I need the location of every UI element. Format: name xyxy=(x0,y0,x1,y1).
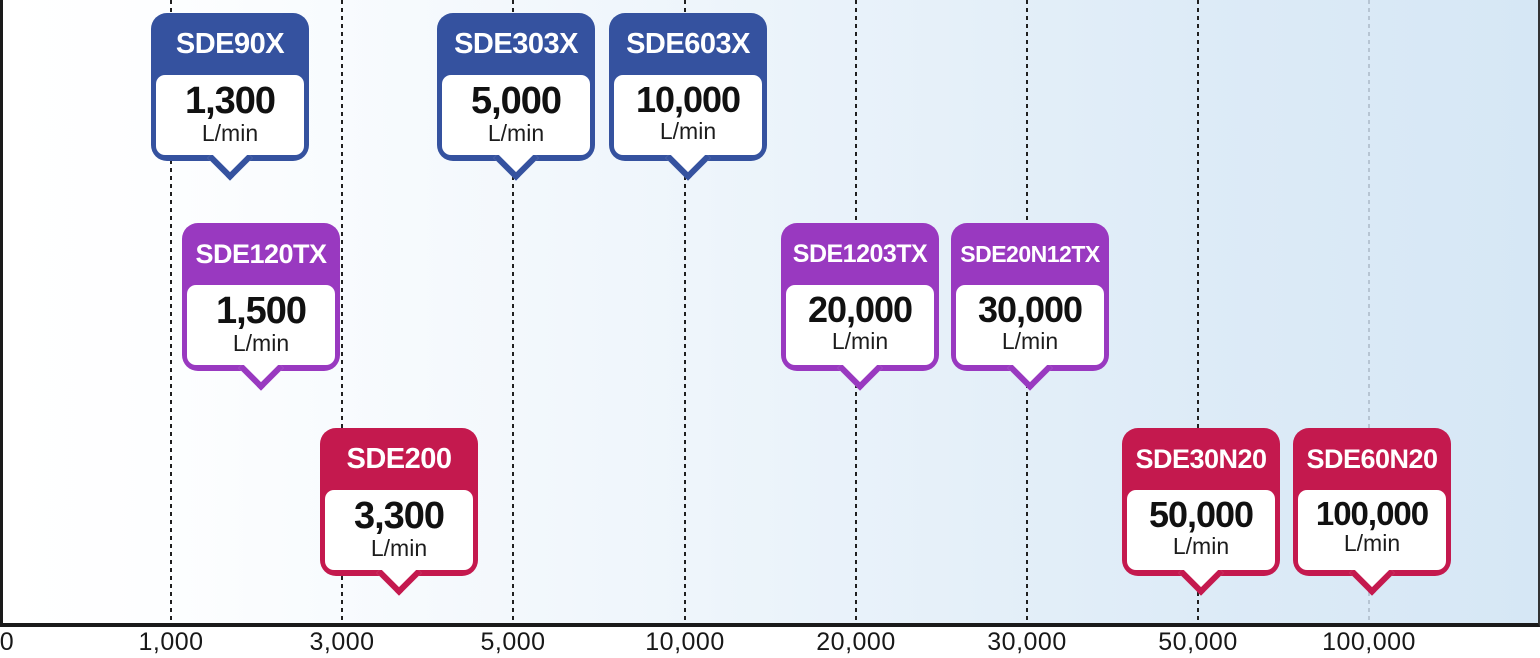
badge-model-label: SDE120TX xyxy=(195,238,327,269)
badge-model-label: SDE20N12TX xyxy=(960,240,1100,267)
axis-tick-label: 50,000 xyxy=(1158,628,1238,656)
product-badge-SDE30N20: SDE30N20 50,000 L/min xyxy=(1122,428,1280,596)
gridline xyxy=(684,0,686,623)
product-badge-SDE303X: SDE303X 5,000 L/min xyxy=(437,13,595,181)
axis-tick-label: 3,000 xyxy=(309,628,375,656)
badge-model-label: SDE303X xyxy=(454,27,578,60)
badge-value-panel: 1,500 L/min xyxy=(187,285,335,365)
badge-value-panel: 10,000 L/min xyxy=(614,75,762,155)
chart-plot-area: SDE90X 1,300 L/min SDE303X 5,000 L/min SDE603X… xyxy=(0,0,1540,627)
badge-model-label: SDE603X xyxy=(626,27,750,60)
badge-value-panel: 20,000 L/min xyxy=(786,285,934,365)
axis-tick-label: 1,000 xyxy=(138,628,204,656)
badge-value-panel: 100,000 L/min xyxy=(1298,490,1446,570)
gridline xyxy=(341,0,343,623)
badge-flow-value: 20,000 xyxy=(807,289,913,330)
badge-value-panel: 30,000 L/min xyxy=(956,285,1104,365)
gridline xyxy=(1368,0,1370,623)
badge-model-label: SDE200 xyxy=(346,442,452,475)
gridline xyxy=(512,0,514,623)
badge-flow-value: 50,000 xyxy=(1148,494,1254,535)
axis-tick-label: 100,000 xyxy=(1322,628,1416,656)
badge-value-panel: 50,000 L/min xyxy=(1127,490,1275,570)
axis-tick-label: 5,000 xyxy=(480,628,546,656)
badge-model-label: SDE90X xyxy=(175,27,285,60)
badge-flow-unit: L/min xyxy=(201,120,259,146)
product-badge-SDE20N12TX: SDE20N12TX 30,000 L/min xyxy=(951,223,1109,391)
badge-model-label: SDE1203TX xyxy=(792,239,928,268)
badge-flow-unit: L/min xyxy=(831,328,889,354)
product-badge-SDE1203TX: SDE1203TX 20,000 L/min xyxy=(781,223,939,391)
axis-tick-label: 30,000 xyxy=(987,628,1067,656)
product-badge-SDE603X: SDE603X 10,000 L/min xyxy=(609,13,767,181)
badge-flow-unit: L/min xyxy=(1001,328,1059,354)
axis-tick-label: 10,000 xyxy=(645,628,725,656)
gridline xyxy=(170,0,172,623)
badge-flow-unit: L/min xyxy=(1172,533,1230,559)
axis-tick-label: 0 xyxy=(0,628,15,656)
badge-flow-unit: L/min xyxy=(232,330,290,356)
badge-value-panel: 3,300 L/min xyxy=(325,490,473,570)
x-axis-label-strip: 0 1,000 3,000 5,000 10,000 20,000 30,000 50,000… xyxy=(0,627,1540,658)
badge-flow-value: 100,000 xyxy=(1315,495,1429,532)
badge-flow-unit: L/min xyxy=(487,120,545,146)
product-badge-SDE120TX: SDE120TX 1,500 L/min xyxy=(182,223,340,391)
badge-flow-value: 5,000 xyxy=(470,80,562,122)
badge-model-label: SDE60N20 xyxy=(1306,443,1438,474)
badge-value-panel: 5,000 L/min xyxy=(442,75,590,155)
badge-flow-unit: L/min xyxy=(1343,530,1401,556)
badge-flow-unit: L/min xyxy=(370,535,428,561)
product-badge-SDE200: SDE200 3,300 L/min xyxy=(320,428,478,596)
badge-model-label: SDE30N20 xyxy=(1135,443,1267,474)
product-badge-SDE60N20: SDE60N20 100,000 L/min xyxy=(1293,428,1451,596)
gridline xyxy=(1197,0,1199,623)
badge-flow-value: 10,000 xyxy=(635,79,741,120)
badge-flow-value: 1,300 xyxy=(184,80,276,122)
badge-value-panel: 1,300 L/min xyxy=(156,75,304,155)
product-badge-SDE90X: SDE90X 1,300 L/min xyxy=(151,13,309,181)
axis-tick-label: 20,000 xyxy=(816,628,896,656)
badge-flow-value: 3,300 xyxy=(353,495,445,537)
badge-flow-unit: L/min xyxy=(659,118,717,144)
badge-flow-value: 30,000 xyxy=(977,289,1083,330)
badge-flow-value: 1,500 xyxy=(215,290,307,332)
